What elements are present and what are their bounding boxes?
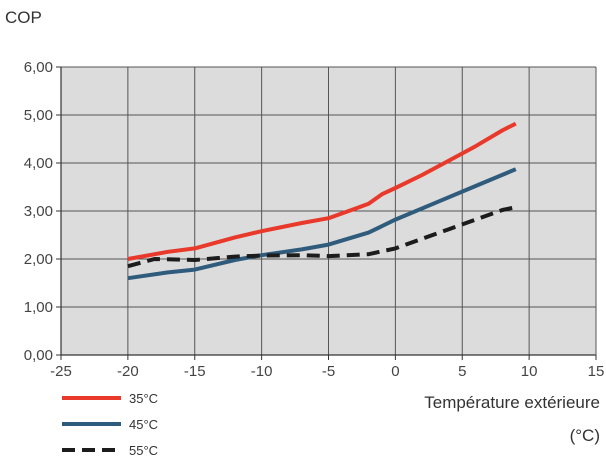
x-tick-label: 15 xyxy=(588,363,605,380)
x-tick-label: -25 xyxy=(50,363,72,380)
series-line-45C xyxy=(127,167,517,281)
x-tick-label: 10 xyxy=(521,363,538,380)
y-tick-label: 3,00 xyxy=(24,203,53,220)
y-axis-label: COP xyxy=(5,8,42,27)
x-tick-label: 0 xyxy=(391,363,399,380)
x-axis-label-line1: Température extérieure xyxy=(424,393,600,412)
y-tick-label: 5,00 xyxy=(24,107,53,124)
x-tick-label: -20 xyxy=(117,363,139,380)
x-tick-label: -5 xyxy=(322,363,335,380)
legend-label: 35°C xyxy=(129,391,158,406)
y-tick-label: 1,00 xyxy=(24,299,53,316)
legend-label: 45°C xyxy=(129,417,158,432)
y-tick-label: 4,00 xyxy=(24,155,53,172)
y-tick-label: 2,00 xyxy=(24,251,53,268)
plot-area: -25 -20 -15 -10 -5 0 5 10 15 0,00 1,00 2,00 3,00 4,00… xyxy=(24,59,605,380)
y-tick-label: 0,00 xyxy=(24,347,53,364)
x-axis-label-line2: (°C) xyxy=(570,426,600,445)
x-tick-label: -15 xyxy=(184,363,206,380)
x-tick-label: -10 xyxy=(251,363,273,380)
series-line-55C xyxy=(127,205,517,269)
series-line-35C xyxy=(127,121,517,261)
y-tick-label: 6,00 xyxy=(24,59,53,76)
x-tick-label: 5 xyxy=(458,363,466,380)
legend-label: 55°C xyxy=(129,443,158,458)
legend: 35°C 45°C 55°C xyxy=(62,391,158,458)
